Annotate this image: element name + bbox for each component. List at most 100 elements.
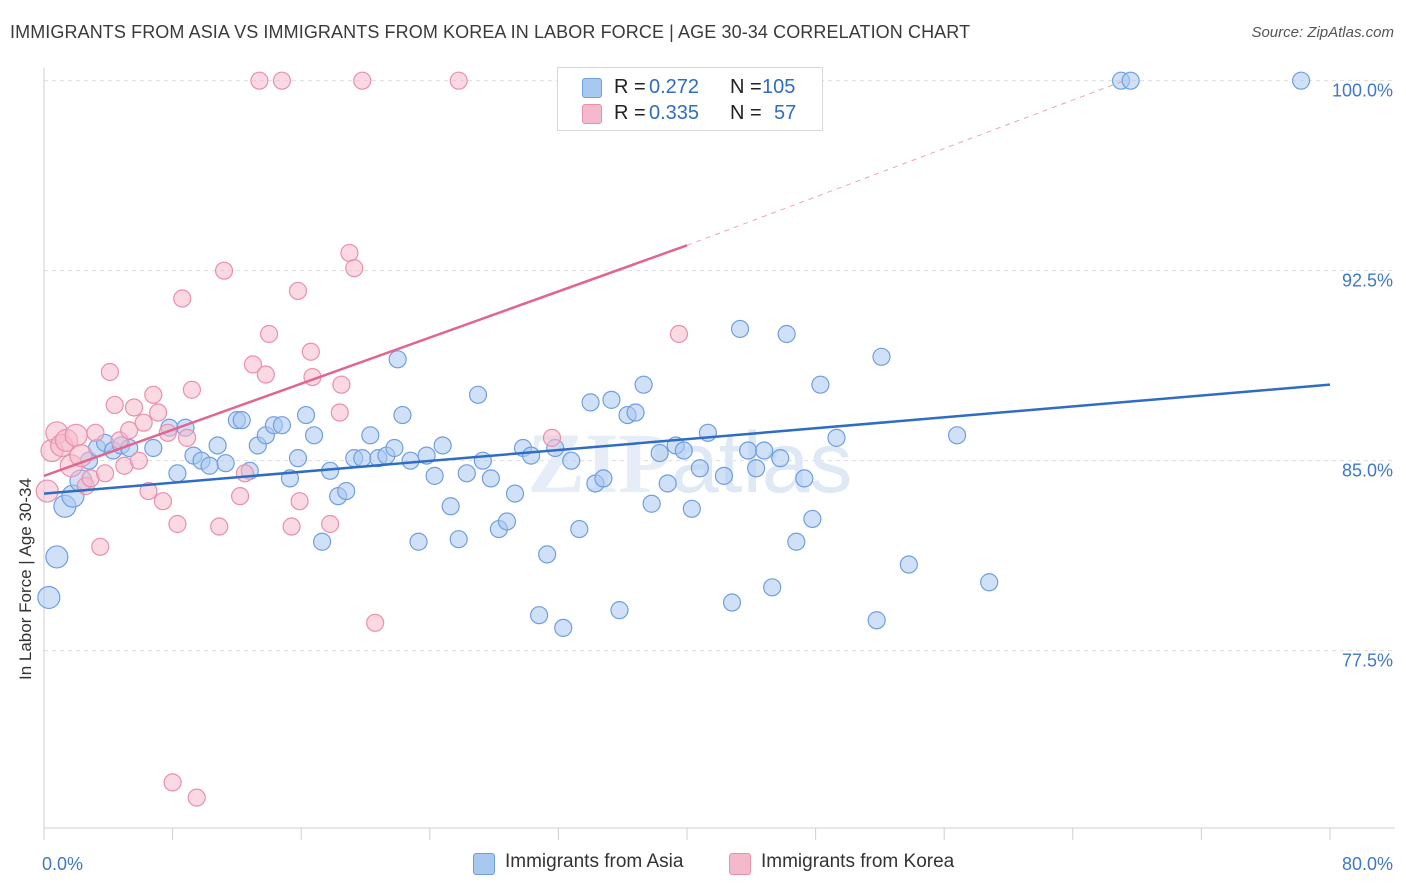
asia-point bbox=[296, 405, 316, 425]
asia-point bbox=[722, 593, 742, 612]
asia-point bbox=[602, 390, 621, 409]
asia-point bbox=[385, 438, 404, 458]
korea-point bbox=[340, 243, 359, 263]
korea-point bbox=[91, 537, 110, 556]
asia-point bbox=[1121, 71, 1140, 90]
korea-points-group bbox=[35, 71, 689, 807]
asia-point bbox=[562, 451, 581, 470]
asia-point bbox=[650, 443, 669, 463]
legend-label: Immigrants from Asia bbox=[505, 851, 684, 872]
asia-point bbox=[803, 509, 822, 529]
asia-point bbox=[626, 403, 645, 422]
asia-point bbox=[755, 441, 774, 460]
korea-point bbox=[290, 492, 309, 511]
asia-point bbox=[674, 441, 693, 460]
asia-point bbox=[45, 545, 69, 569]
asia-point bbox=[468, 385, 488, 404]
asia-point bbox=[771, 449, 790, 468]
korea-point bbox=[256, 365, 275, 384]
asia-point bbox=[570, 519, 589, 539]
asia-point bbox=[682, 499, 701, 518]
n-value: 57 bbox=[774, 102, 797, 124]
asia-point bbox=[795, 469, 814, 488]
asia-point bbox=[409, 532, 428, 551]
asia-point bbox=[658, 474, 677, 493]
asia-point bbox=[730, 319, 750, 339]
korea-point bbox=[321, 514, 340, 534]
asia-point bbox=[200, 456, 219, 475]
korea-point bbox=[345, 259, 364, 278]
trend-lines bbox=[43, 80, 1331, 495]
asia-point bbox=[393, 405, 412, 425]
asia-point bbox=[449, 530, 468, 549]
asia-point bbox=[288, 449, 308, 468]
asia-point bbox=[872, 347, 891, 366]
korea-point bbox=[259, 324, 279, 344]
korea-point bbox=[64, 423, 88, 447]
y-tick-label: 77.5% bbox=[1342, 651, 1393, 671]
korea-point bbox=[330, 403, 349, 422]
asia-point bbox=[312, 532, 332, 551]
korea-point bbox=[149, 403, 168, 422]
asia-point bbox=[37, 585, 61, 610]
y-axis-label: In Labor Force | Age 30-34 bbox=[16, 478, 35, 680]
asia-point bbox=[530, 606, 549, 625]
r-value: 0.272 bbox=[649, 76, 700, 98]
asia-point bbox=[980, 573, 999, 592]
korea-swatch bbox=[582, 104, 602, 124]
asia-point bbox=[337, 481, 356, 501]
tick-labels: 77.5% 85.0% 92.5% 100.0% 0.0% 80.0% bbox=[42, 81, 1393, 874]
korea-point bbox=[86, 423, 105, 442]
korea-point bbox=[214, 261, 234, 280]
korea-legend-swatch bbox=[729, 853, 751, 875]
korea-point bbox=[139, 481, 158, 501]
asia-legend-swatch bbox=[473, 853, 495, 875]
n-label: N = bbox=[730, 102, 762, 124]
asia-point bbox=[867, 611, 886, 630]
n-label: N = bbox=[730, 76, 762, 98]
asia-point bbox=[714, 466, 734, 485]
korea-point bbox=[168, 514, 187, 534]
asia-point bbox=[763, 578, 782, 597]
r-label: R = bbox=[614, 76, 646, 98]
watermark: ZIPatlas bbox=[527, 415, 852, 511]
asia-point bbox=[899, 555, 918, 574]
asia-point bbox=[538, 545, 557, 564]
asia-point bbox=[353, 449, 372, 468]
y-tick-label: 85.0% bbox=[1342, 461, 1393, 481]
asia-point bbox=[594, 469, 613, 488]
asia-swatch bbox=[582, 78, 602, 98]
asia-point bbox=[581, 393, 600, 412]
korea-point bbox=[353, 71, 372, 90]
asia-point bbox=[738, 441, 758, 460]
korea-point bbox=[235, 464, 255, 483]
korea-point bbox=[187, 788, 206, 807]
asia-point bbox=[690, 459, 709, 478]
korea-trend-extension bbox=[686, 80, 1125, 246]
korea-point bbox=[120, 421, 139, 440]
asia-point bbox=[642, 494, 661, 513]
asia-point bbox=[457, 464, 476, 483]
asia-point bbox=[787, 532, 806, 551]
asia-point bbox=[361, 426, 380, 445]
korea-point bbox=[105, 395, 124, 415]
korea-point bbox=[366, 613, 385, 632]
asia-point bbox=[947, 426, 967, 445]
asia-point bbox=[747, 459, 766, 478]
korea-point bbox=[163, 773, 182, 792]
korea-point bbox=[100, 362, 120, 382]
asia-point bbox=[168, 464, 187, 483]
korea-point bbox=[542, 428, 562, 447]
x-tick-label-min: 0.0% bbox=[42, 854, 83, 874]
asia-point bbox=[554, 618, 573, 637]
asia-point bbox=[388, 350, 407, 369]
asia-point bbox=[811, 375, 830, 394]
asia-point bbox=[610, 601, 629, 620]
korea-point bbox=[177, 428, 197, 447]
korea-point bbox=[134, 413, 153, 432]
asia-point bbox=[216, 454, 235, 473]
korea-point bbox=[95, 464, 115, 483]
korea-point bbox=[301, 342, 320, 361]
asia-point bbox=[497, 512, 517, 531]
